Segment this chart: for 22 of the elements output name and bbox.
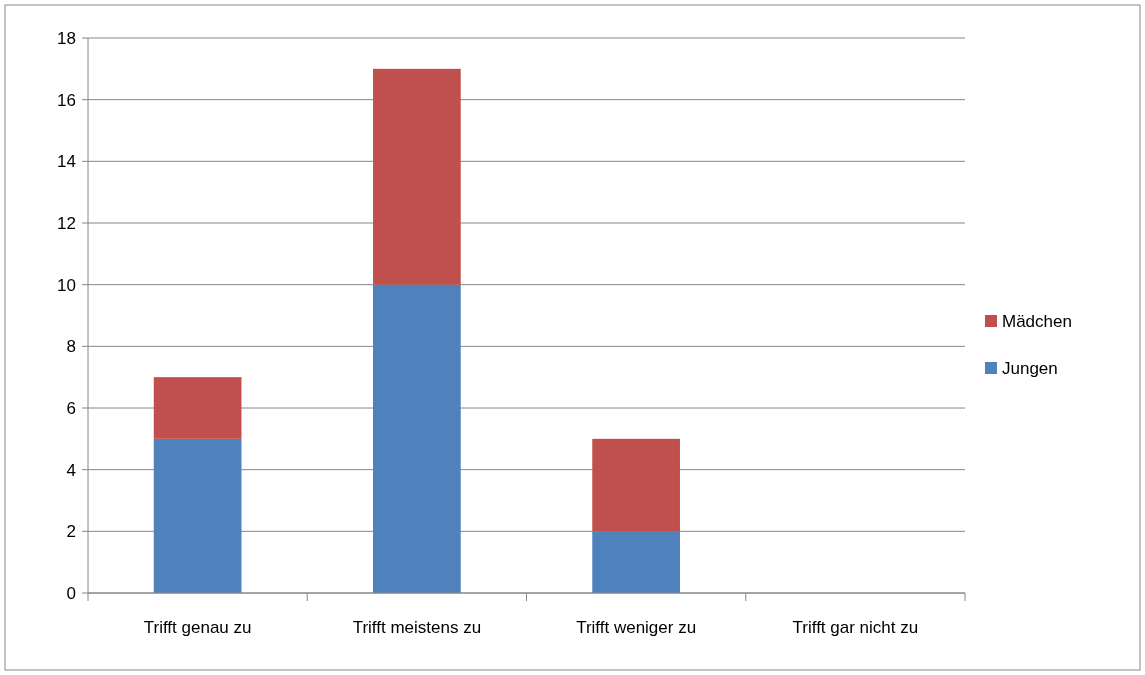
y-tick-label: 8	[66, 337, 76, 357]
y-tick-label: 2	[66, 522, 76, 542]
legend-label: Jungen	[1002, 358, 1058, 378]
bar	[153, 377, 242, 439]
y-tick-label: 0	[66, 583, 76, 603]
y-tick-label: 16	[57, 90, 76, 110]
bar	[153, 438, 242, 593]
x-tick-label: Trifft gar nicht zu	[792, 618, 919, 637]
x-tick-label: Trifft meistens zu	[352, 618, 482, 637]
y-tick-label: 4	[66, 460, 76, 480]
x-tick-label: Trifft weniger zu	[576, 618, 697, 637]
y-tick-label: 18	[57, 28, 76, 48]
bar	[592, 531, 680, 593]
bar	[592, 438, 680, 532]
bar	[373, 284, 461, 593]
y-tick-label: 10	[57, 275, 76, 295]
legend-label: Mädchen	[1002, 311, 1072, 331]
y-tick-label: 12	[57, 213, 76, 233]
bar	[373, 68, 461, 285]
y-tick-label: 6	[66, 398, 76, 418]
x-tick-label: Trifft genau zu	[143, 618, 252, 637]
y-tick-label: 14	[57, 152, 76, 172]
